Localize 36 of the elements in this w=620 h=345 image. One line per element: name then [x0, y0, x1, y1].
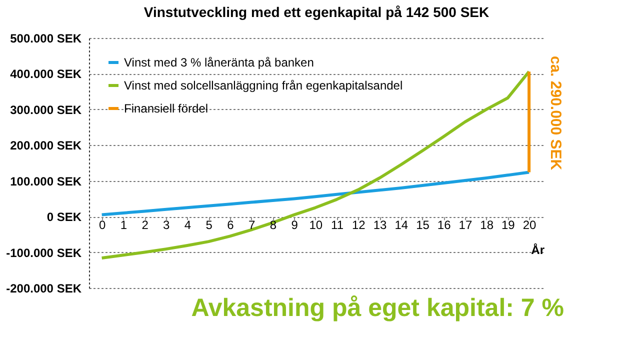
y-tick-label: 500.000 SEK — [10, 32, 82, 46]
legend-label: Vinst med solcellsanläggning från egenkapitalsandel — [124, 78, 403, 92]
y-tick-label: 300.000 SEK — [10, 102, 82, 117]
y-tick-label: -200.000 SEK — [6, 282, 82, 296]
x-tick-label: 7 — [248, 218, 256, 232]
y-tick-label: 400.000 SEK — [10, 67, 82, 82]
x-tick-label: 3 — [163, 218, 170, 232]
y-tick-label: 100.000 SEK — [10, 174, 82, 188]
x-tick-label: 9 — [291, 218, 298, 232]
x-tick-label: 10 — [309, 218, 323, 232]
text: ca. 290.000 SEK — [547, 56, 564, 170]
y-tick-label: 0 SEK — [46, 210, 82, 224]
x-tick-label: 20 — [522, 218, 537, 232]
line-series — [100, 170, 531, 216]
x-axis-title: År — [531, 243, 545, 258]
x-tick-label: 11 — [331, 218, 344, 232]
x-tick-label: 17 — [458, 218, 472, 232]
legend-label: Finansiell fördel — [124, 102, 208, 116]
x-tick-label: 2 — [142, 218, 149, 232]
x-tick-label: 6 — [227, 218, 234, 232]
x-tick-label: 18 — [480, 218, 494, 232]
y-tick-label: -100.000 SEK — [6, 246, 82, 260]
x-tick-label: 4 — [184, 218, 192, 232]
x-tick-label: 14 — [394, 218, 408, 232]
x-tick-label: 12 — [352, 218, 366, 232]
x-tick-label: 5 — [206, 218, 213, 232]
legend-label: Vinst med 3 % låneränta på banken — [124, 56, 314, 70]
x-tick-label: 1 — [120, 218, 128, 232]
text: Avkastning på eget kapital: 7 % — [191, 294, 564, 322]
y-tick-label: 200.000 SEK — [10, 138, 82, 153]
x-tick-label: 19 — [502, 218, 516, 232]
chart-title: Vinstutveckling med ett egenkapital på 142 500 SEK — [144, 4, 490, 20]
x-tick-label: 16 — [437, 218, 452, 232]
x-tick-label: 0 — [98, 218, 106, 232]
x-tick-label: 15 — [416, 218, 430, 232]
x-tick-label: 13 — [373, 218, 388, 232]
